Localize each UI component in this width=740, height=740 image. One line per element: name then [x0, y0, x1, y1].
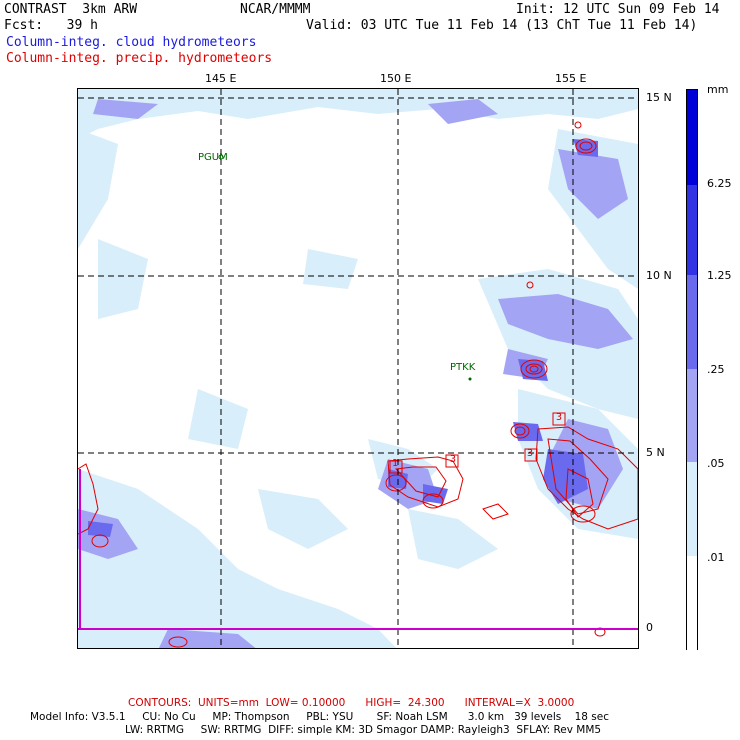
organization: NCAR/MMMM — [240, 2, 311, 17]
legend-swatch — [687, 462, 697, 556]
valid-time: Valid: 03 UTC Tue 11 Feb 14 (13 ChT Tue … — [306, 18, 698, 33]
init-time: Init: 12 UTC Sun 09 Feb 14 — [516, 2, 720, 17]
station-pgum: PGUM — [198, 152, 228, 163]
map-panel: PGUM PTKK 1 3 3 3 — [77, 88, 639, 649]
legend-swatch — [687, 185, 697, 275]
field-cloud-label: Column-integ. cloud hydrometeors — [6, 35, 257, 50]
lat-lon-grid — [78, 89, 638, 648]
lat-label-0: 0 — [646, 621, 653, 634]
contour-label: 3 — [450, 454, 457, 465]
cloud-light-regions — [78, 89, 638, 648]
lon-label-150: 150 E — [380, 72, 412, 85]
model-title: CONTRAST 3km ARW — [4, 2, 138, 17]
legend-level: .25 — [707, 363, 725, 376]
pgum-station-marker — [218, 154, 224, 160]
lat-label-5n: 5 N — [646, 446, 665, 459]
legend-level: 6.25 — [707, 177, 732, 190]
station-ptkk: PTKK — [450, 362, 476, 373]
forecast-hour: Fcst: 39 h — [4, 18, 98, 33]
contours-info: CONTOURS: UNITS=mm LOW= 0.10000 HIGH= 24… — [128, 697, 575, 709]
legend-level: 1.25 — [707, 269, 732, 282]
field-precip-label: Column-integ. precip. hydrometeors — [6, 51, 273, 66]
contour-label: 3 — [527, 448, 534, 459]
model-info-line-1: Model Info: V3.5.1 CU: No Cu MP: Thompso… — [30, 711, 609, 723]
lon-label-145: 145 E — [205, 72, 237, 85]
lon-label-155: 155 E — [555, 72, 587, 85]
contour-label: 3 — [556, 412, 563, 423]
model-info-line-2: LW: RRTMG SW: RRTMG DIFF: simple KM: 3D … — [125, 724, 602, 736]
lat-label-10n: 10 N — [646, 269, 672, 282]
legend-unit: mm — [707, 83, 729, 96]
legend-swatch — [687, 275, 697, 369]
color-legend — [686, 89, 698, 651]
precip-contours — [78, 121, 638, 648]
legend-level: .01 — [707, 551, 725, 564]
legend-swatch — [687, 556, 697, 651]
legend-swatch — [687, 369, 697, 462]
lat-label-15n: 15 N — [646, 91, 672, 104]
legend-swatch — [687, 90, 697, 185]
legend-level: .05 — [707, 457, 725, 470]
contour-label: 1 — [392, 458, 399, 469]
map-canvas — [78, 89, 638, 648]
ptkk-station-marker — [468, 377, 472, 381]
